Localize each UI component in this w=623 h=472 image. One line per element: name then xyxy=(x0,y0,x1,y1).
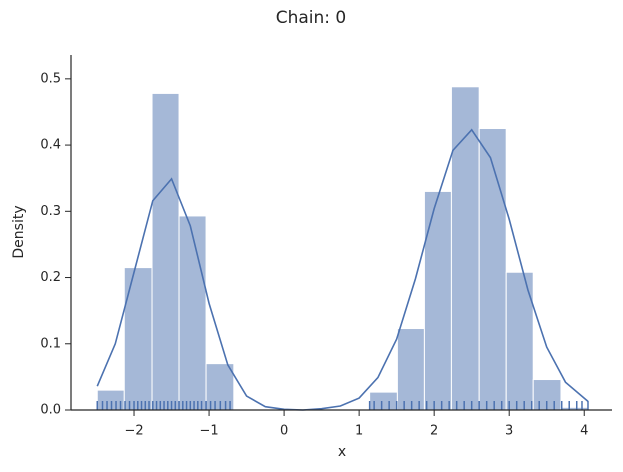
histogram-bar xyxy=(423,190,452,411)
histogram-bar xyxy=(151,92,180,411)
histogram-bar xyxy=(505,271,534,411)
y-axis-label: Density xyxy=(11,205,27,258)
histogram-bar xyxy=(478,128,507,411)
kde-line xyxy=(96,128,589,411)
x-tick-label: 0 xyxy=(280,424,288,439)
histogram-bar xyxy=(178,215,207,411)
y-tick-label: 0.3 xyxy=(40,204,61,219)
chart-title: Chain: 0 xyxy=(276,8,347,28)
y-tick-label: 0.5 xyxy=(40,71,61,86)
x-tick-label: 1 xyxy=(355,424,363,439)
y-tick-label: 0.0 xyxy=(40,403,61,418)
histogram-bar xyxy=(396,328,425,411)
x-tick-label: 3 xyxy=(505,424,513,439)
x-axis-label: x xyxy=(338,444,346,460)
y-tick-label: 0.1 xyxy=(40,336,61,351)
x-tick-label: −1 xyxy=(199,424,218,439)
y-tick-label: 0.2 xyxy=(40,270,61,285)
x-tick-label: 4 xyxy=(580,424,588,439)
y-tick-label: 0.4 xyxy=(40,138,61,153)
histogram-bar xyxy=(123,267,153,411)
x-tick-label: 2 xyxy=(430,424,438,439)
x-tick-label: −2 xyxy=(124,424,143,439)
